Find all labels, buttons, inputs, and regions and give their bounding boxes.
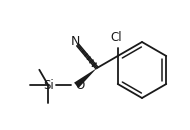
Text: Si: Si: [43, 79, 54, 92]
Text: O: O: [76, 79, 85, 92]
Text: Cl: Cl: [110, 31, 122, 44]
Polygon shape: [74, 68, 97, 88]
Text: N: N: [70, 35, 80, 48]
